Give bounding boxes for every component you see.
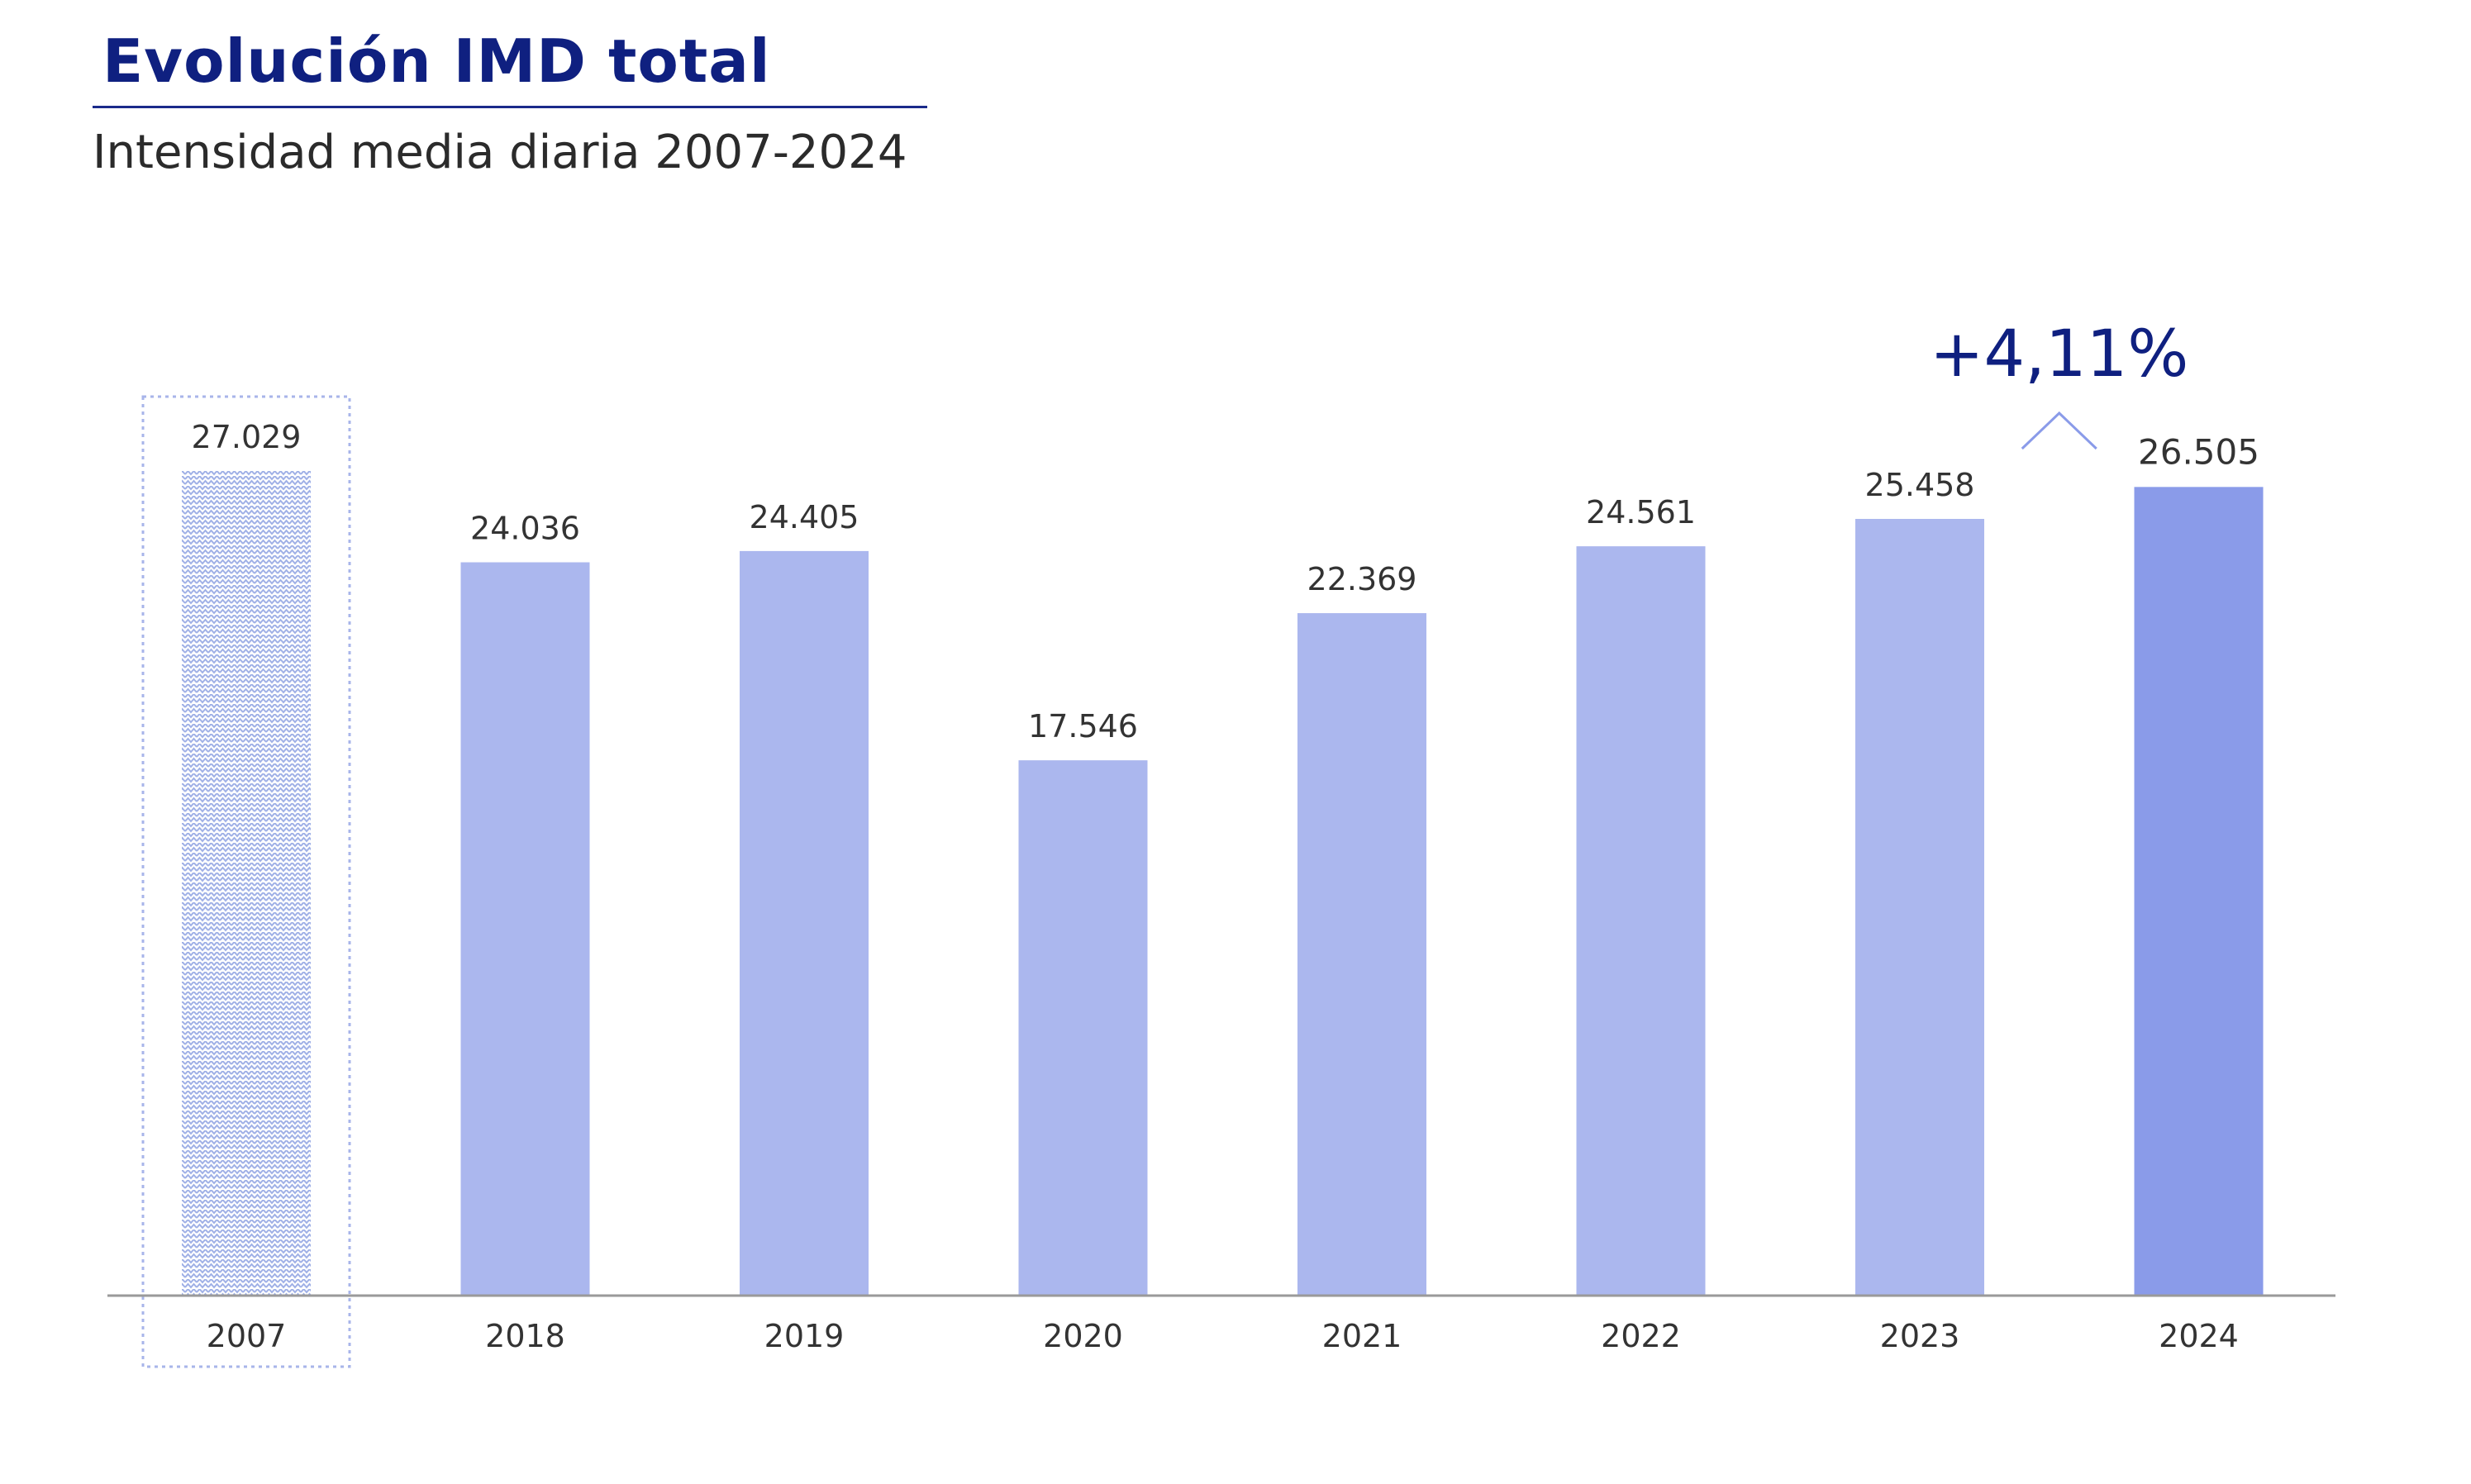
value-label-2019: 24.405 — [750, 499, 859, 535]
value-label-2018: 24.036 — [470, 511, 580, 547]
labels-group: 27.029 2007 24.036 2018 24.405 2019 17.546 2020… — [192, 419, 2259, 1354]
bar-2021 — [1297, 613, 1426, 1296]
value-label-2021: 22.369 — [1307, 561, 1417, 597]
chart-header: Evolución IMD total Intensidad media dia… — [93, 20, 927, 186]
bar-2018 — [460, 562, 590, 1296]
bar-2023 — [1855, 519, 1984, 1296]
bars-group — [141, 395, 2264, 1368]
title-rule — [93, 106, 927, 108]
annotation-group: +4,11% — [1930, 317, 2188, 450]
category-label-2023: 2023 — [1880, 1318, 1960, 1354]
bar-2020 — [1018, 760, 1148, 1296]
up-chevron-icon — [2021, 411, 2097, 450]
chart-title: Evolución IMD total — [102, 26, 771, 96]
bar-2022 — [1576, 546, 1706, 1296]
category-label-2024: 2024 — [2159, 1318, 2239, 1354]
value-label-2022: 24.561 — [1586, 494, 1696, 530]
category-label-2022: 2022 — [1601, 1318, 1681, 1354]
category-label-2007: 2007 — [207, 1318, 287, 1354]
bar-2024 — [2134, 487, 2264, 1296]
highlight-box-2007 — [141, 395, 351, 1368]
chart-subtitle: Intensidad media diaria 2007-2024 — [93, 126, 907, 179]
value-label-2007: 27.029 — [192, 419, 302, 455]
value-label-2024: 26.505 — [2138, 431, 2259, 472]
bar-2007 — [182, 471, 311, 1296]
category-label-2020: 2020 — [1043, 1318, 1123, 1354]
value-label-2020: 17.546 — [1028, 708, 1138, 744]
category-label-2018: 2018 — [485, 1318, 565, 1354]
category-label-2021: 2021 — [1322, 1318, 1402, 1354]
value-label-2023: 25.458 — [1865, 467, 1975, 503]
bar-2019 — [740, 550, 869, 1296]
growth-annotation: +4,11% — [1930, 317, 2188, 392]
category-label-2019: 2019 — [764, 1318, 845, 1354]
